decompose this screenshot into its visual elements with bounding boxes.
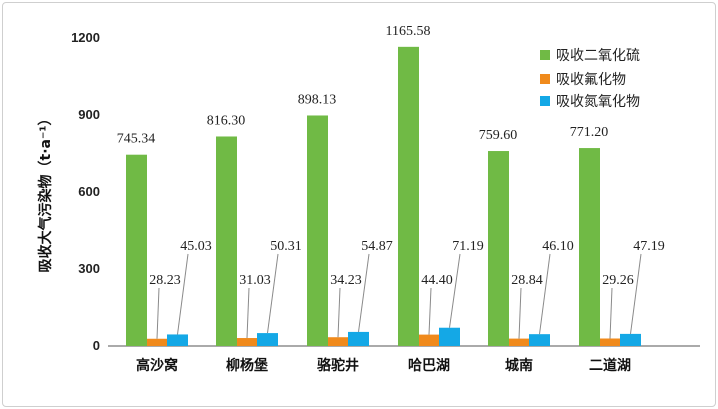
data-label: 1165.58 xyxy=(386,24,431,39)
leader-line xyxy=(246,287,250,339)
legend-label: 吸收氮氧化物 xyxy=(556,94,640,110)
leader-line xyxy=(630,253,642,334)
y-axis-ticks: 0 300 600 900 1200 xyxy=(71,30,100,353)
y-tick-label: 300 xyxy=(78,261,100,276)
bar-2-1 xyxy=(147,338,167,346)
leader-line xyxy=(156,287,160,339)
leader-line xyxy=(177,253,189,335)
bar-2-6 xyxy=(600,338,620,346)
leader-line xyxy=(428,287,432,335)
bar-3-1 xyxy=(167,334,188,346)
leader-line xyxy=(337,287,341,338)
bar-3-5 xyxy=(529,334,550,346)
bars xyxy=(126,46,641,346)
y-tick-label: 600 xyxy=(78,184,100,199)
leader-line xyxy=(609,287,613,339)
data-label: 50.31 xyxy=(270,239,302,254)
leader-lines xyxy=(156,253,642,339)
legend-swatch xyxy=(540,74,550,84)
data-label: 54.87 xyxy=(361,239,393,254)
bar-1-4 xyxy=(398,46,419,346)
data-label: 71.19 xyxy=(452,239,484,254)
data-label: 47.19 xyxy=(633,239,665,254)
bar-1-3 xyxy=(307,115,328,346)
data-label: 44.40 xyxy=(421,273,453,288)
y-axis-label: 吸收大气污染物（t·a⁻¹） xyxy=(37,112,54,273)
bar-1-1 xyxy=(126,154,147,346)
legend-label: 吸收氟化物 xyxy=(556,72,626,88)
bar-1-2 xyxy=(216,136,237,346)
y-tick-label: 1200 xyxy=(71,30,100,45)
data-label: 759.60 xyxy=(479,128,518,143)
legend-swatch xyxy=(540,50,550,60)
data-labels: 745.34 28.23 45.03 816.30 31.03 50.31 898.13 34… xyxy=(117,24,665,288)
y-tick-label: 0 xyxy=(93,338,100,353)
leader-line xyxy=(539,253,551,335)
bar-3-2 xyxy=(257,333,278,346)
data-label: 745.34 xyxy=(117,132,156,147)
data-label: 28.84 xyxy=(511,273,543,288)
legend-swatch xyxy=(540,96,550,106)
data-label: 28.23 xyxy=(149,273,181,288)
bar-3-6 xyxy=(620,333,641,346)
leader-line xyxy=(267,253,279,334)
leader-line xyxy=(518,287,522,339)
leader-line xyxy=(358,253,370,332)
category-label: 骆驼井 xyxy=(317,357,359,374)
category-label: 城南 xyxy=(505,357,533,374)
data-label: 816.30 xyxy=(207,113,246,128)
category-label: 高沙窝 xyxy=(136,357,178,374)
bar-2-5 xyxy=(509,338,529,346)
bar-2-3 xyxy=(328,337,348,346)
data-label: 29.26 xyxy=(602,273,634,288)
category-label: 二道湖 xyxy=(589,357,631,374)
bar-2-4 xyxy=(419,334,439,346)
data-label: 771.20 xyxy=(570,125,609,140)
bar-3-3 xyxy=(348,331,369,346)
data-label: 46.10 xyxy=(542,239,574,254)
data-label: 45.03 xyxy=(180,239,212,254)
data-label: 34.23 xyxy=(330,273,362,288)
bar-1-5 xyxy=(488,151,509,346)
bar-3-4 xyxy=(439,327,460,346)
category-labels: 高沙窝 柳杨堡 骆驼井 哈巴湖 城南 二道湖 xyxy=(136,357,631,374)
bar-1-6 xyxy=(579,148,600,346)
data-label: 31.03 xyxy=(239,273,271,288)
y-tick-label: 900 xyxy=(78,107,100,122)
legend-label: 吸收二氧化硫 xyxy=(556,48,640,64)
leader-line xyxy=(449,253,461,328)
category-label: 哈巴湖 xyxy=(408,357,450,374)
category-label: 柳杨堡 xyxy=(226,357,268,374)
bar-2-2 xyxy=(237,338,257,346)
data-label: 898.13 xyxy=(298,92,337,107)
